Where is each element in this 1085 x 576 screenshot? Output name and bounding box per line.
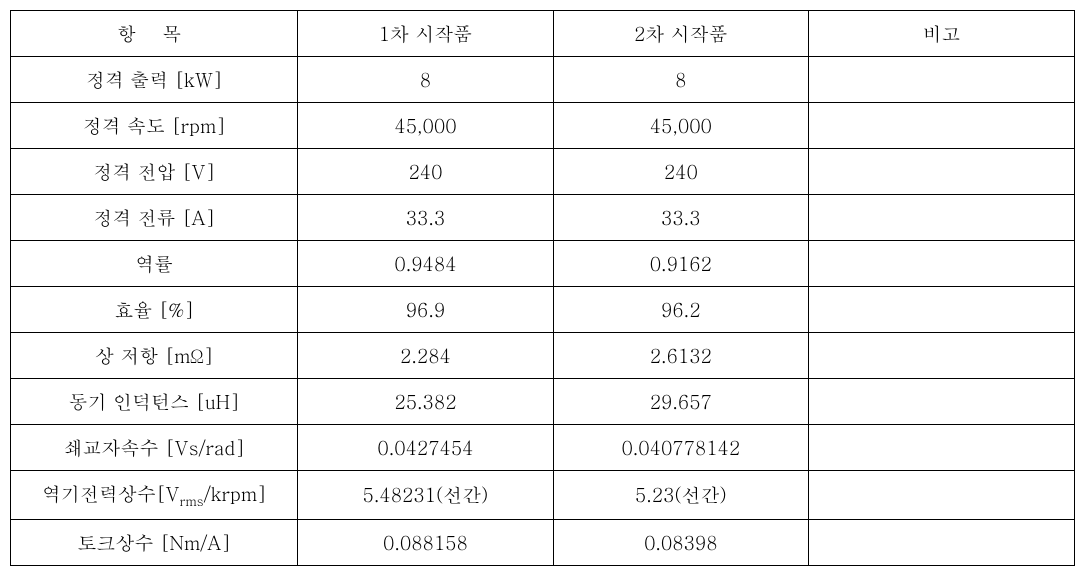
- table-row: 정격 출력 [kW]88: [11, 57, 1075, 103]
- cell-remark: [808, 103, 1074, 149]
- cell-item: 정격 속도 [rpm]: [11, 103, 298, 149]
- cell-remark: [808, 425, 1074, 471]
- cell-item: 상 저항 [mΩ]: [11, 333, 298, 379]
- cell-proto1: 45,000: [298, 103, 553, 149]
- cell-proto2: 5.23(선간): [553, 471, 808, 520]
- cell-item: 동기 인덕턴스 [uH]: [11, 379, 298, 425]
- cell-remark: [808, 471, 1074, 520]
- spec-table: 항 목 1차 시작품 2차 시작품 비고 정격 출력 [kW]88정격 속도 […: [10, 10, 1075, 566]
- cell-item: 정격 전류 [A]: [11, 195, 298, 241]
- header-proto1: 1차 시작품: [298, 11, 553, 57]
- cell-proto2: 0.040778142: [553, 425, 808, 471]
- cell-proto2: 0.08398: [553, 519, 808, 565]
- cell-item: 쇄교자속수 [Vs/rad]: [11, 425, 298, 471]
- cell-proto1: 8: [298, 57, 553, 103]
- cell-item: 정격 전압 [V]: [11, 149, 298, 195]
- table-row: 역률0.94840.9162: [11, 241, 1075, 287]
- table-row: 정격 전압 [V]240240: [11, 149, 1075, 195]
- cell-proto2: 0.9162: [553, 241, 808, 287]
- table-row: 상 저항 [mΩ]2.2842.6132: [11, 333, 1075, 379]
- cell-item: 토크상수 [Nm/A]: [11, 519, 298, 565]
- table-row: 효율 [%]96.996.2: [11, 287, 1075, 333]
- header-proto2: 2차 시작품: [553, 11, 808, 57]
- table-row: 정격 전류 [A]33.333.3: [11, 195, 1075, 241]
- cell-proto1: 25.382: [298, 379, 553, 425]
- table-row: 역기전력상수[Vrms/krpm]5.48231(선간)5.23(선간): [11, 471, 1075, 520]
- cell-proto2: 8: [553, 57, 808, 103]
- cell-item: 정격 출력 [kW]: [11, 57, 298, 103]
- cell-proto2: 45,000: [553, 103, 808, 149]
- cell-proto2: 33.3: [553, 195, 808, 241]
- cell-remark: [808, 519, 1074, 565]
- cell-proto1: 5.48231(선간): [298, 471, 553, 520]
- header-item: 항 목: [11, 11, 298, 57]
- header-remark: 비고: [808, 11, 1074, 57]
- table-row: 동기 인덕턴스 [uH]25.38229.657: [11, 379, 1075, 425]
- cell-proto1: 96.9: [298, 287, 553, 333]
- cell-proto1: 33.3: [298, 195, 553, 241]
- table-header-row: 항 목 1차 시작품 2차 시작품 비고: [11, 11, 1075, 57]
- cell-remark: [808, 241, 1074, 287]
- cell-remark: [808, 149, 1074, 195]
- table-body: 정격 출력 [kW]88정격 속도 [rpm]45,00045,000정격 전압…: [11, 57, 1075, 566]
- cell-proto1: 240: [298, 149, 553, 195]
- cell-remark: [808, 195, 1074, 241]
- table-row: 쇄교자속수 [Vs/rad]0.04274540.040778142: [11, 425, 1075, 471]
- cell-remark: [808, 57, 1074, 103]
- cell-proto1: 0.088158: [298, 519, 553, 565]
- cell-proto2: 2.6132: [553, 333, 808, 379]
- cell-item: 역기전력상수[Vrms/krpm]: [11, 471, 298, 520]
- cell-item: 역률: [11, 241, 298, 287]
- cell-item: 효율 [%]: [11, 287, 298, 333]
- cell-proto1: 0.9484: [298, 241, 553, 287]
- table-row: 정격 속도 [rpm]45,00045,000: [11, 103, 1075, 149]
- cell-remark: [808, 333, 1074, 379]
- cell-remark: [808, 379, 1074, 425]
- cell-proto2: 96.2: [553, 287, 808, 333]
- cell-remark: [808, 287, 1074, 333]
- cell-proto2: 240: [553, 149, 808, 195]
- cell-proto1: 2.284: [298, 333, 553, 379]
- cell-proto1: 0.0427454: [298, 425, 553, 471]
- table-row: 토크상수 [Nm/A]0.0881580.08398: [11, 519, 1075, 565]
- cell-proto2: 29.657: [553, 379, 808, 425]
